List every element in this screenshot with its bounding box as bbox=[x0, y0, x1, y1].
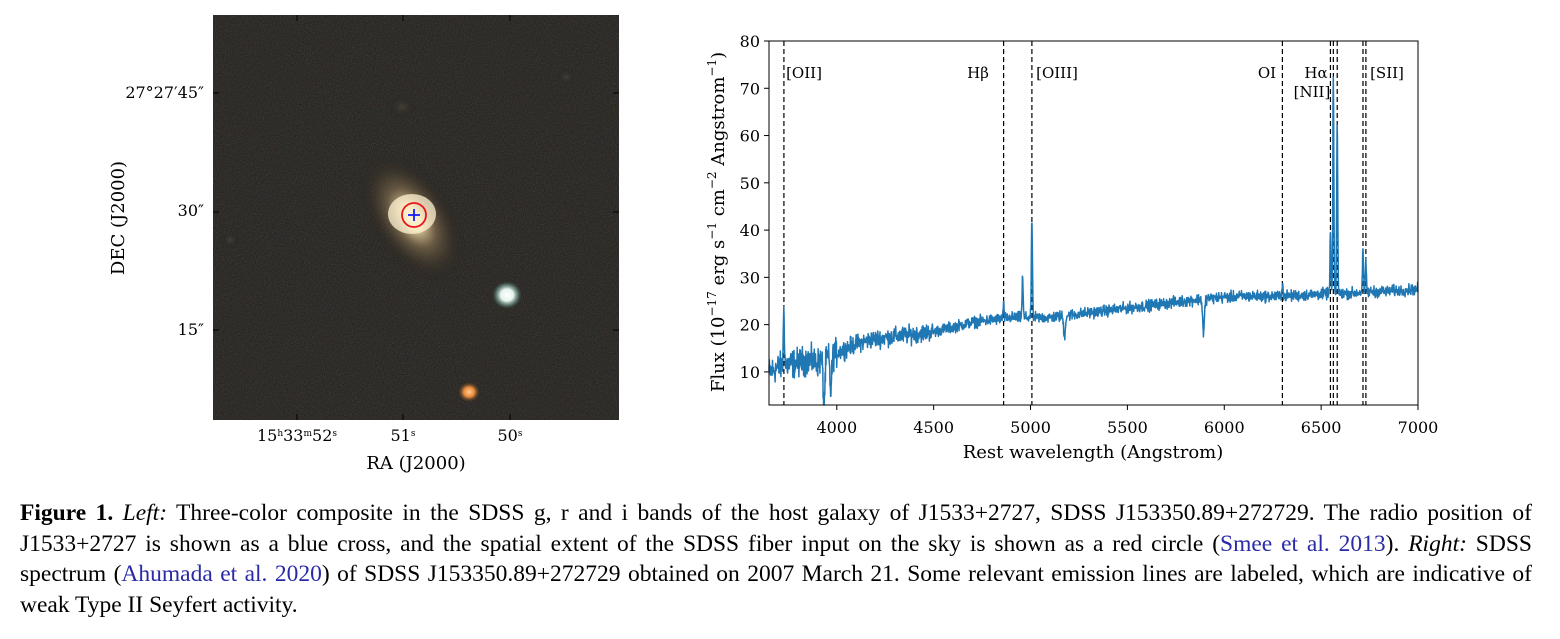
galaxy-core bbox=[388, 194, 436, 234]
spectral-line-labels: [OII] Hβ [OIII] OI Hα [NII] [SII] bbox=[786, 64, 1404, 101]
x-tick-label: 5000 bbox=[1010, 418, 1051, 437]
orange-star bbox=[457, 381, 481, 403]
x-tick-label: 6000 bbox=[1204, 418, 1245, 437]
dec-tick-label-45: 27°27′45″ bbox=[125, 83, 204, 102]
x-tick-label: 4000 bbox=[816, 418, 857, 437]
bright-star bbox=[491, 280, 523, 310]
caption-citation-ahumada[interactable]: Ahumada et al. 2020 bbox=[121, 561, 322, 588]
dec-tick-label-15: 15″ bbox=[178, 320, 204, 339]
ra-tick-label-50: 50s bbox=[498, 426, 523, 445]
figure: 15h33m52s 51s 50s 27°27′45″ 30″ 15″ RA (… bbox=[108, 15, 1438, 474]
y-tick-label: 40 bbox=[740, 221, 760, 240]
y-tick-label: 50 bbox=[740, 174, 760, 193]
line-label-oii: [OII] bbox=[786, 64, 822, 82]
figure-svg: 15h33m52s 51s 50s 27°27′45″ 30″ 15″ RA (… bbox=[108, 15, 1438, 474]
y-tick-label: 70 bbox=[740, 79, 760, 98]
caption-text bbox=[113, 500, 122, 526]
faint-source bbox=[220, 231, 240, 249]
spectrum-x-axis-label: Rest wavelength (Angstrom) bbox=[963, 442, 1224, 463]
line-label-oiii: [OIII] bbox=[1036, 64, 1078, 82]
sdss-fiber-circle bbox=[401, 202, 427, 228]
dec-axis-label: DEC (J2000) bbox=[108, 161, 129, 275]
faint-source bbox=[388, 95, 416, 119]
spectrum-line bbox=[768, 76, 1419, 406]
ra-tick-label-51: 51s bbox=[391, 426, 416, 445]
x-tick-label: 5500 bbox=[1107, 418, 1148, 437]
x-tick-label: 6500 bbox=[1301, 418, 1342, 437]
line-label-sii: [SII] bbox=[1370, 64, 1404, 82]
sky-ticks bbox=[213, 15, 619, 420]
spectrum-panel: 4000 4500 5000 5500 6000 6500 7000 10 20 30 40 50 60… bbox=[705, 32, 1438, 463]
spectrum-axes-frame bbox=[768, 40, 1419, 406]
y-tick-label: 30 bbox=[740, 268, 760, 287]
x-tick-label: 4500 bbox=[913, 418, 954, 437]
radio-position-cross bbox=[408, 209, 420, 221]
y-tick-label: 10 bbox=[740, 363, 760, 382]
x-tick-label: 7000 bbox=[1398, 418, 1439, 437]
line-label-oi: OI bbox=[1258, 64, 1276, 82]
caption-figure-label: Figure 1. bbox=[20, 500, 114, 526]
sky-image-panel: 15h33m52s 51s 50s 27°27′45″ 30″ 15″ RA (… bbox=[108, 15, 619, 474]
y-tick-label: 80 bbox=[740, 32, 760, 51]
line-label-nii: [NII] bbox=[1294, 83, 1331, 101]
line-label-hbeta: Hβ bbox=[967, 64, 989, 82]
caption-right-label: Right: bbox=[1408, 530, 1467, 557]
spectrum-y-axis-label: Flux (10−17 erg s−1 cm−2 Angstrom−1) bbox=[705, 52, 729, 392]
figure-caption: Figure 1. Left: Three-color composite in… bbox=[20, 498, 1532, 620]
caption-text: SDSS spectrum ( bbox=[20, 530, 1532, 588]
y-tick-label: 20 bbox=[740, 316, 760, 335]
caption-text: Three-color composite in the SDSS g, r a… bbox=[20, 500, 1532, 557]
dec-tick-label-30: 30″ bbox=[178, 201, 204, 220]
caption-text: ). bbox=[1385, 530, 1409, 557]
caption-citation-smee[interactable]: Smee et al. 2013 bbox=[1220, 530, 1386, 557]
faint-source bbox=[556, 68, 576, 86]
caption-left-label: Left: bbox=[122, 500, 168, 526]
spectrum-ticks: 4000 4500 5000 5500 6000 6500 7000 10 20 30 40 50 60… bbox=[740, 32, 1439, 437]
line-label-halpha: Hα bbox=[1304, 64, 1327, 82]
y-tick-label: 60 bbox=[740, 127, 760, 146]
caption-text: ) of SDSS J153350.89+272729 obtained on … bbox=[20, 561, 1533, 618]
ra-axis-label: RA (J2000) bbox=[366, 453, 465, 474]
spectral-line-markers bbox=[783, 41, 1367, 405]
ra-tick-label-52: 15h33m52s bbox=[257, 426, 337, 445]
